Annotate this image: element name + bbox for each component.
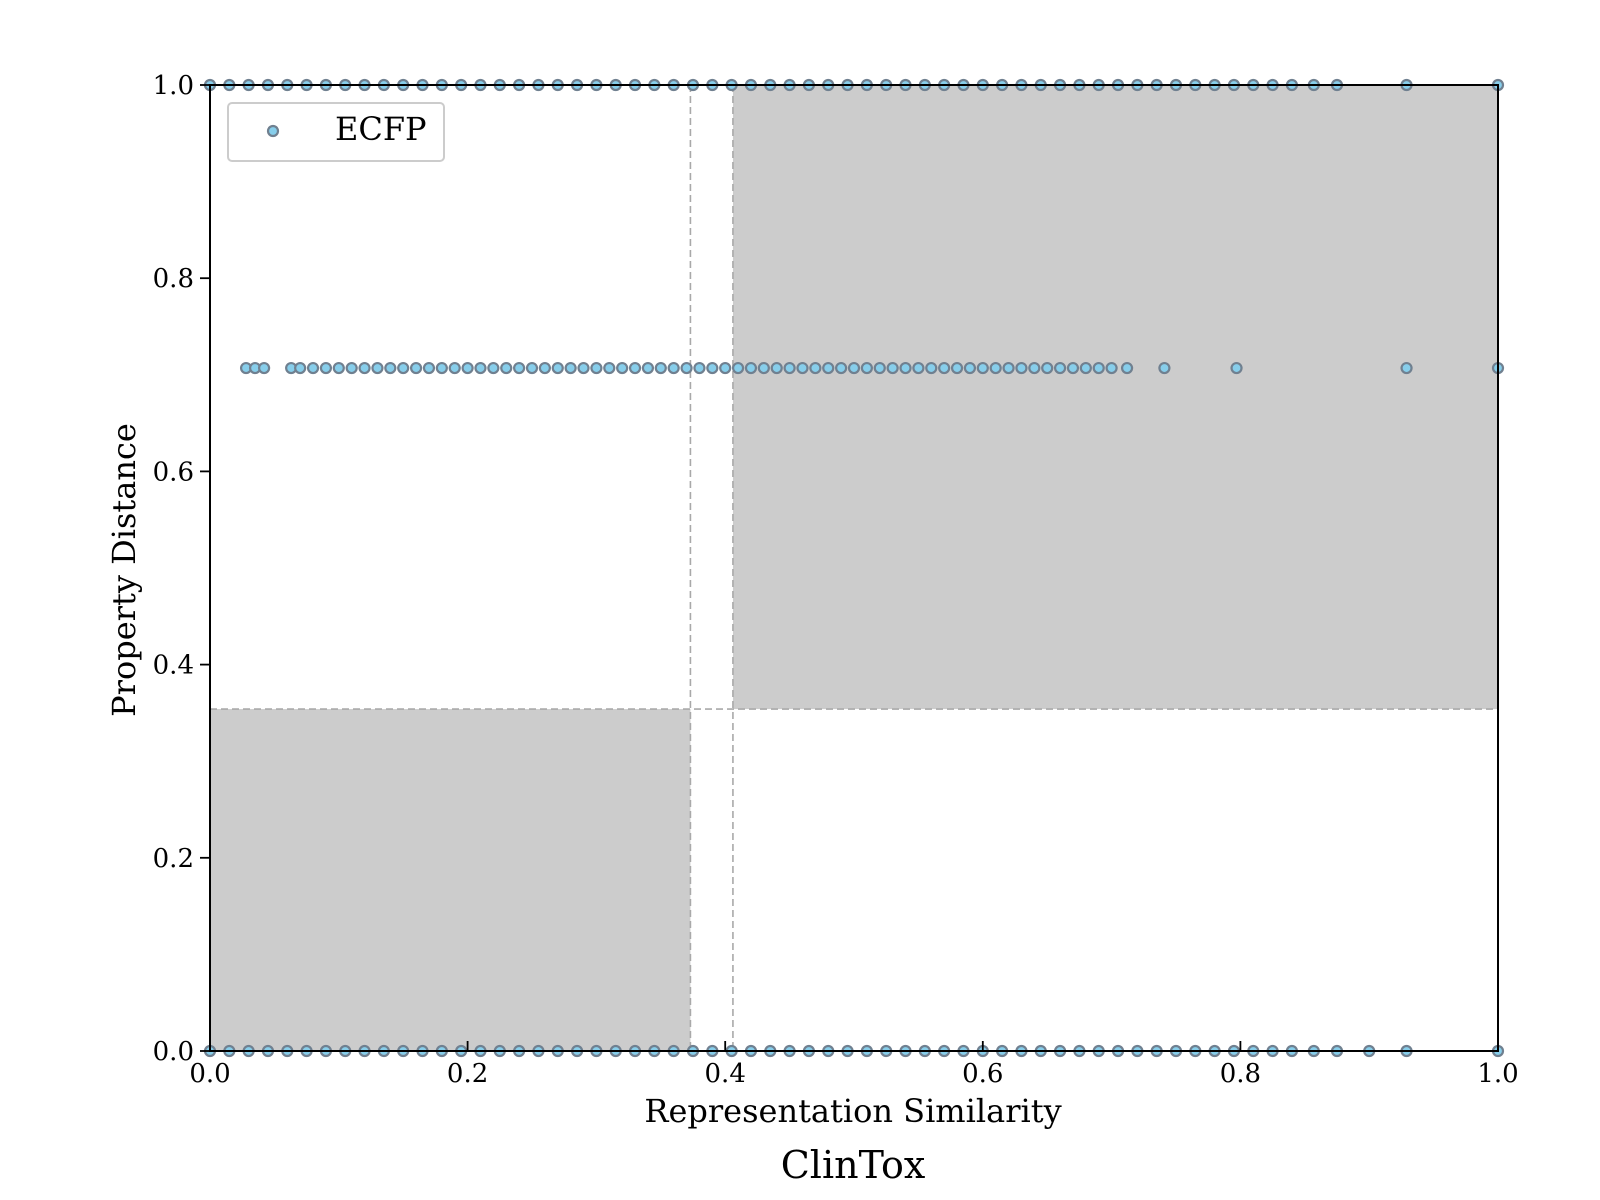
data-point	[332, 361, 345, 375]
data-point	[500, 361, 513, 375]
x-axis-label: Representation Similarity	[644, 1092, 1061, 1130]
data-point	[1105, 361, 1118, 375]
data-point	[1015, 361, 1028, 375]
data-point	[809, 361, 822, 375]
data-point	[667, 361, 680, 375]
threshold-lines	[210, 85, 1498, 1051]
data-point	[616, 361, 629, 375]
data-point	[989, 361, 1002, 375]
data-point	[963, 361, 977, 375]
data-point	[860, 361, 873, 375]
axes-frame	[209, 84, 1499, 1052]
y-tick-label: 0.8	[153, 264, 194, 294]
data-point	[796, 361, 809, 375]
data-point	[1041, 361, 1054, 375]
data-point	[422, 361, 436, 375]
data-point	[731, 361, 745, 375]
data-point	[538, 361, 551, 375]
data-point	[1400, 361, 1413, 375]
data-point	[525, 361, 539, 375]
data-point	[835, 361, 848, 375]
data-point	[925, 361, 938, 375]
data-point	[654, 361, 667, 375]
y-tick-label: 0.6	[153, 457, 194, 487]
data-point	[628, 361, 642, 375]
data-point	[976, 361, 989, 375]
data-point	[641, 361, 655, 375]
data-point	[680, 361, 693, 375]
data-point	[912, 361, 925, 375]
data-point	[950, 361, 964, 375]
x-tick-label: 0.0	[189, 1059, 230, 1089]
data-point	[719, 361, 732, 375]
data-point	[397, 361, 410, 375]
data-point	[384, 361, 397, 375]
x-tick-label: 0.4	[705, 1059, 746, 1089]
x-axis-ticks: 0.0 0.2 0.4 0.6 0.8 1.0	[189, 1041, 1519, 1089]
data-point	[938, 361, 951, 375]
data-point	[1053, 361, 1067, 375]
data-point	[590, 361, 603, 375]
data-point	[487, 361, 500, 375]
data-point	[1230, 361, 1243, 375]
data-point	[847, 361, 861, 375]
data-point	[873, 361, 886, 375]
data-point	[899, 361, 912, 375]
data-point	[358, 361, 371, 375]
data-point	[1158, 361, 1171, 375]
y-tick-label: 0.2	[153, 844, 194, 874]
data-point	[693, 361, 706, 375]
data-point	[1028, 361, 1041, 375]
y-tick-label: 1.0	[153, 71, 194, 101]
data-point	[783, 361, 796, 375]
legend-marker	[266, 124, 280, 138]
chart-title: ClinTox	[781, 1143, 926, 1187]
data-point	[1079, 361, 1092, 375]
data-point	[294, 361, 307, 375]
data-point	[1092, 361, 1105, 375]
data-point	[603, 361, 616, 375]
data-point	[435, 361, 448, 375]
data-point	[345, 361, 358, 375]
y-axis-ticks: 0.0 0.2 0.4 0.6 0.8 1.0	[153, 71, 210, 1067]
data-point	[448, 361, 461, 375]
data-point	[551, 361, 564, 375]
data-point	[1066, 361, 1080, 375]
data-point	[577, 361, 590, 375]
data-point	[706, 361, 719, 375]
data-point	[513, 361, 526, 375]
data-point	[1120, 361, 1134, 375]
data-point	[461, 361, 474, 375]
legend-label-ecfp: ECFP	[335, 110, 427, 148]
data-point	[564, 361, 577, 375]
x-tick-label: 0.2	[447, 1059, 488, 1089]
data-point	[757, 361, 770, 375]
plot-frame	[209, 84, 1499, 1052]
data-points	[203, 78, 1505, 1058]
x-tick-label: 1.0	[1477, 1059, 1518, 1089]
y-tick-label: 0.0	[153, 1037, 194, 1067]
data-point	[257, 361, 271, 375]
legend-box	[227, 102, 445, 162]
data-point	[306, 361, 320, 375]
data-point	[474, 361, 487, 375]
shaded-region-2	[732, 85, 1498, 710]
y-tick-label: 0.4	[153, 651, 194, 681]
data-point	[770, 361, 783, 375]
data-point	[319, 361, 333, 375]
data-point	[371, 361, 384, 375]
legend: ECFP	[227, 102, 445, 162]
x-tick-label: 0.6	[962, 1059, 1003, 1089]
data-point	[744, 361, 758, 375]
data-point	[822, 361, 835, 375]
data-point	[1002, 361, 1015, 375]
shaded-regions	[210, 85, 1498, 1051]
y-axis-label: Property Distance	[105, 423, 143, 717]
shaded-region-1	[210, 709, 691, 1051]
data-point	[886, 361, 899, 375]
x-tick-label: 0.8	[1220, 1059, 1261, 1089]
data-point	[409, 361, 423, 375]
